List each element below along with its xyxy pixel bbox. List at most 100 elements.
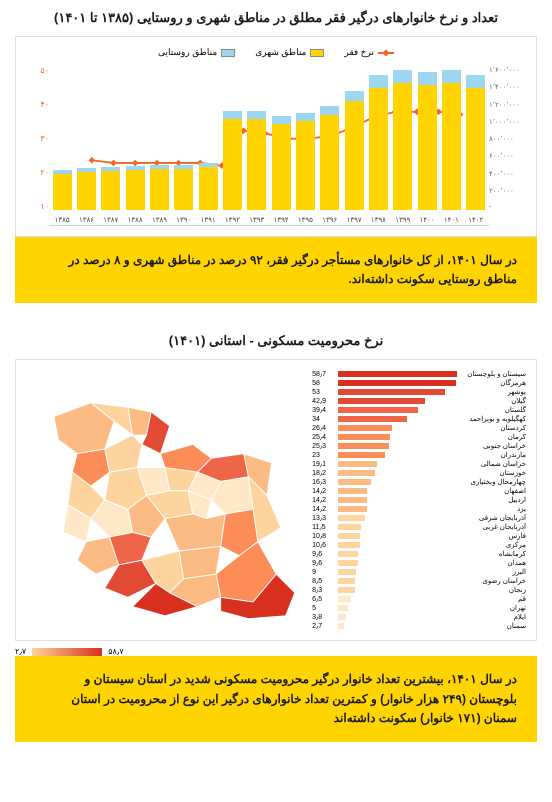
chart2-caption: در سال ۱۴۰۱، بیشترین تعداد خانوار درگیر … <box>15 656 537 742</box>
bar-rural <box>272 116 291 124</box>
province-row: هرمزگان58 <box>312 379 526 387</box>
x-label: ۱۳۹۱ <box>201 216 216 224</box>
bar-urban <box>77 172 96 210</box>
province-value: 25٫4 <box>312 433 334 441</box>
x-label: ۱۴۰۰ <box>420 216 435 224</box>
province-bar <box>338 596 351 602</box>
province-bar <box>338 542 359 548</box>
y-left-tick: ۱٬۰۰۰٬۰۰۰ <box>489 118 521 126</box>
x-label: ۱۳۸۷ <box>103 216 118 224</box>
province-value: 2٫7 <box>312 622 334 630</box>
province-row: مرکزی10٫6 <box>312 541 526 549</box>
province-bar <box>338 434 389 440</box>
province-bar <box>338 461 377 467</box>
bar-group: ۱۳۹۹ <box>392 66 414 210</box>
bar-group: ۱۳۸۹ <box>148 66 170 210</box>
province-bar <box>338 533 360 539</box>
bar-urban <box>101 171 120 210</box>
bar-group: ۱۳۹۳ <box>246 66 268 210</box>
province-value: 14٫2 <box>312 487 334 495</box>
x-label: ۱۴۰۲ <box>468 216 483 224</box>
province-name: اصفهان <box>461 487 526 495</box>
province-name: کهگیلویه و بویراحمد <box>461 415 526 423</box>
y-left-tick: ۸۰۰٬۰۰۰ <box>489 135 521 143</box>
province-name: تهران <box>461 604 526 612</box>
x-label: ۱۳۹۵ <box>298 216 313 224</box>
bar-rural <box>296 113 315 122</box>
x-label: ۱۳۸۹ <box>152 216 167 224</box>
bar-urban <box>272 124 291 210</box>
province-row: البرز9 <box>312 568 526 576</box>
province-name: خراسان رضوی <box>461 577 526 585</box>
province-row: سیستان و بلوچستان58٫7 <box>312 370 526 378</box>
province-bar <box>338 380 455 386</box>
province-row: گلستان39٫4 <box>312 406 526 414</box>
province-value: 6٫5 <box>312 595 334 603</box>
bar-rural <box>418 72 437 85</box>
y-right-tick: ۵۰ <box>31 66 49 75</box>
province-bar <box>338 524 361 530</box>
province-bar <box>338 479 371 485</box>
province-row: اصفهان 14٫2 <box>312 487 526 495</box>
gradient-max: ۵۸٫۷ <box>108 647 124 656</box>
bar-urban <box>442 83 461 210</box>
province-name: خوزستان <box>461 469 526 477</box>
bar-urban <box>150 169 169 210</box>
province-name: مازندران <box>461 451 526 459</box>
province-name: زنجان <box>461 586 526 594</box>
province-row: خوزستان18٫2 <box>312 469 526 477</box>
x-label: ۱۳۹۸ <box>371 216 386 224</box>
province-value: 53 <box>312 389 334 396</box>
province-value: 58٫7 <box>312 370 334 378</box>
province-value: 34 <box>312 416 334 423</box>
province-row: فارس10٫8 <box>312 532 526 540</box>
province-bar <box>338 515 365 521</box>
province-name: سمنان <box>461 622 526 630</box>
province-value: 19٫1 <box>312 460 334 468</box>
province-row: کهگیلویه و بویراحمد 34 <box>312 415 526 423</box>
province-value: 42٫9 <box>312 397 334 405</box>
bar-group: ۱۳۹۲ <box>221 66 243 210</box>
province-name: خراسان جنوبی <box>461 442 526 450</box>
x-label: ۱۳۹۹ <box>395 216 410 224</box>
province-row: یزد14٫2 <box>312 505 526 513</box>
poverty-chart-section: تعداد و نرخ خانوارهای درگیر فقر مطلق در … <box>0 0 552 303</box>
province-bar <box>338 560 357 566</box>
x-label: ۱۴۰۱ <box>444 216 459 224</box>
chart1-legend: نرخ فقر مناطق شهری مناطق روستایی <box>31 47 521 58</box>
legend-rural: مناطق روستایی <box>158 47 235 58</box>
bar-rural <box>442 70 461 83</box>
province-value: 26٫4 <box>312 424 334 432</box>
x-label: ۱۳۹۷ <box>347 216 362 224</box>
chart2-title: نرخ محرومیت مسکونی - استانی (۱۴۰۱) <box>0 323 552 359</box>
bar-urban <box>369 88 388 210</box>
chart1-caption: در سال ۱۴۰۱، از کل خانوارهای مستأجر درگی… <box>15 237 537 303</box>
province-value: 16٫3 <box>312 478 334 486</box>
province-bar <box>338 614 346 620</box>
bar-group: ۱۳۹۵ <box>294 66 316 210</box>
province-value: 9 <box>312 569 334 576</box>
province-name: اردبیل <box>461 496 526 504</box>
legend-rate-label: نرخ فقر <box>344 47 374 58</box>
province-row: چهارمحال وبختیاری16٫3 <box>312 478 526 486</box>
province-bar <box>338 470 375 476</box>
x-label: ۱۳۸۸ <box>128 216 143 224</box>
province-bar <box>338 587 355 593</box>
legend-rate: نرخ فقر <box>344 47 394 58</box>
province-row: همدان9٫6 <box>312 559 526 567</box>
x-label: ۱۳۹۰ <box>176 216 191 224</box>
province-row: کرمان25٫4 <box>312 433 526 441</box>
y-right-tick: ۳۰ <box>31 134 49 143</box>
bar-urban <box>247 119 266 210</box>
bar-group: ۱۳۹۱ <box>197 66 219 210</box>
province-value: 9٫6 <box>312 559 334 567</box>
bar-group: ۱۳۹۷ <box>343 66 365 210</box>
y-right-tick: ۲۰ <box>31 168 49 177</box>
bar-urban <box>418 85 437 210</box>
province-row: اردبیل14٫2 <box>312 496 526 504</box>
province-value: 5 <box>312 605 334 612</box>
province-value: 58 <box>312 380 334 387</box>
bar-group: ۱۳۸۵ <box>51 66 73 210</box>
x-label: ۱۳۹۶ <box>322 216 337 224</box>
province-bar <box>338 569 356 575</box>
